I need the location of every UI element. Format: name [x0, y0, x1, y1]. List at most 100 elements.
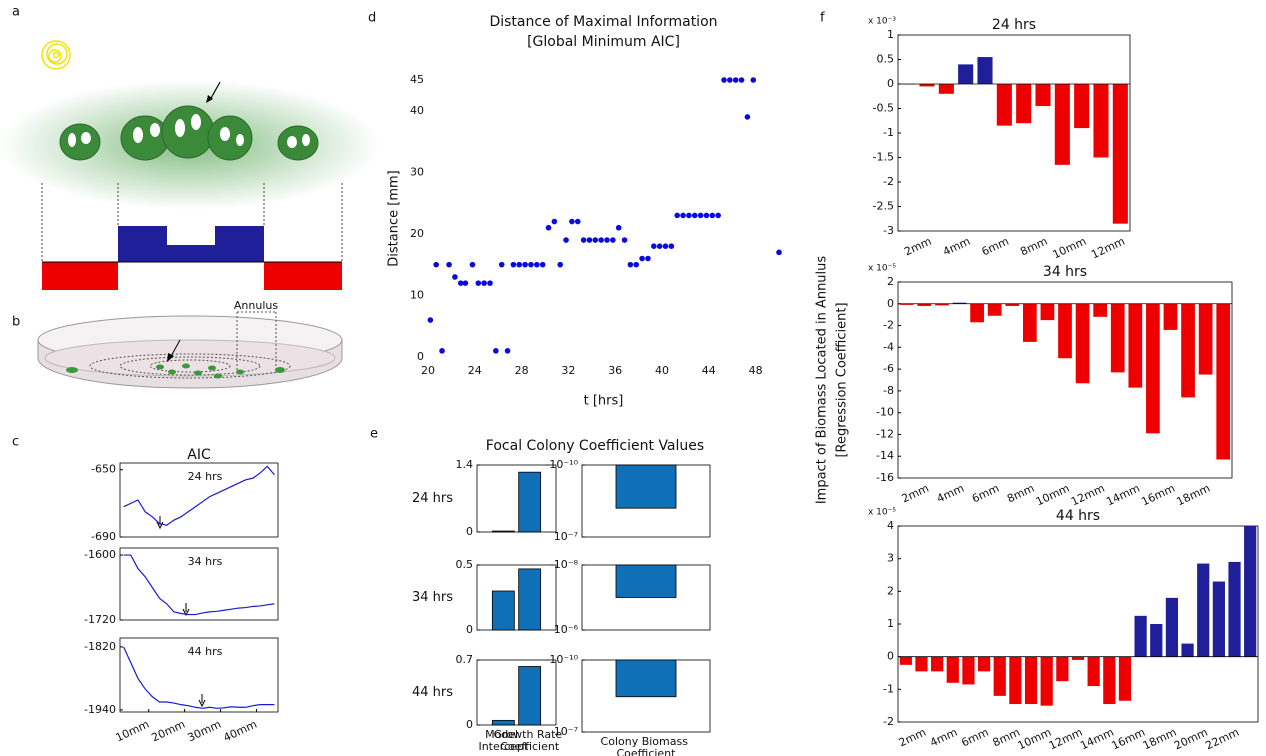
bar [491, 530, 515, 533]
bar [1009, 656, 1022, 705]
x-category-label: 8mm [1005, 482, 1036, 506]
bar [899, 656, 912, 665]
y-tick-label: 30 [410, 165, 424, 178]
panel-label: a [12, 5, 20, 20]
y-axis-label: Distance [mm] [387, 170, 402, 266]
y-tick-label: -8 [883, 384, 894, 397]
point [487, 280, 493, 286]
y-tick-label: 2 [887, 275, 894, 288]
x-category-label: Growth Rate Coefficient [494, 728, 566, 753]
point [651, 243, 657, 249]
y-tick-label: 3 [887, 552, 894, 565]
bar [1165, 597, 1179, 657]
point [498, 261, 505, 268]
point [563, 237, 569, 243]
bar [952, 302, 967, 304]
bar [1087, 656, 1100, 687]
x-category-label: 8mm [1018, 235, 1049, 259]
y-tick-label: -6 [883, 362, 894, 375]
point [627, 261, 634, 268]
point [481, 280, 487, 286]
point [493, 348, 499, 354]
y-tick-label: 40 [410, 104, 424, 117]
bar [1181, 303, 1195, 398]
x-category-label: 22mm [1203, 726, 1241, 753]
axis-multiplier: x 10⁻³ [868, 17, 896, 27]
point [732, 77, 739, 83]
point [703, 212, 710, 219]
y-tick-label: 10⁻⁷ [554, 530, 578, 543]
bar [491, 590, 515, 631]
y-tick-label: 0 [466, 718, 473, 731]
x-tick-label: 28 [515, 364, 529, 377]
bar [1134, 615, 1147, 657]
bar [931, 656, 944, 672]
point [776, 249, 782, 256]
plot-frame [476, 464, 557, 533]
y-tick-label: -1720 [84, 613, 116, 626]
bar [1163, 303, 1178, 330]
point [633, 261, 640, 268]
bar [1181, 643, 1194, 657]
bar [1146, 303, 1160, 434]
y-tick-label: -690 [91, 530, 116, 543]
point [668, 243, 675, 249]
bar [1128, 303, 1143, 388]
x-category-label: 6mm [980, 235, 1011, 259]
bar [1054, 84, 1070, 165]
point [545, 224, 552, 231]
point [439, 348, 445, 354]
x-category-label: 12mm [1089, 235, 1127, 262]
x-tick-label: 30mm [185, 718, 223, 745]
plot-frame [119, 547, 279, 621]
x-category-label: 12mm [1047, 726, 1085, 753]
bar [919, 84, 935, 87]
y-tick-label: 0 [887, 77, 894, 90]
y-tick-label: -1 [883, 126, 894, 139]
y-tick-label: 45 [410, 73, 424, 86]
x-category-label: 20mm [1172, 726, 1210, 753]
bar [615, 464, 677, 509]
y-tick-label: 0.7 [456, 653, 474, 666]
plot-frame [119, 637, 279, 713]
bar [1112, 84, 1128, 224]
bar [1035, 84, 1051, 107]
bar [1093, 303, 1108, 317]
point [557, 261, 564, 268]
y-tick-label: -14 [876, 449, 894, 462]
point [639, 255, 645, 262]
shared-y-label: Impact of Biomass Located in Annulus [815, 256, 830, 505]
bar [1197, 563, 1210, 657]
point [580, 237, 587, 243]
plot-frame [476, 659, 557, 726]
bar [1071, 656, 1085, 660]
point [744, 114, 751, 120]
x-category-label: 18mm [1141, 726, 1179, 753]
y-tick-label: 4 [887, 519, 894, 532]
x-category-label: 6mm [959, 726, 990, 750]
y-tick-label: -4 [883, 340, 894, 353]
bar [1110, 303, 1125, 373]
bar [1040, 303, 1055, 321]
point [534, 261, 540, 268]
x-tick-label: 20 [421, 364, 435, 377]
diagram-a [0, 40, 380, 290]
panel-label: d [368, 11, 376, 26]
bar [1058, 303, 1072, 359]
x-category-label: Colony Biomass Coefficient [601, 735, 692, 756]
y-tick-label: -1820 [84, 640, 116, 653]
bar [1103, 656, 1116, 705]
y-tick-label: -650 [91, 463, 116, 476]
x-category-label: 2mm [902, 235, 933, 259]
y-tick-label: -1.5 [873, 151, 894, 164]
bar [518, 471, 542, 533]
x-category-label: 10mm [1016, 726, 1054, 753]
bar [962, 656, 975, 685]
point [674, 212, 681, 219]
chart-title: AIC [187, 447, 211, 463]
y-tick-label: 0.5 [877, 53, 895, 66]
annotation: 44 hrs [188, 645, 223, 658]
point [516, 261, 523, 268]
bar [1150, 624, 1163, 657]
